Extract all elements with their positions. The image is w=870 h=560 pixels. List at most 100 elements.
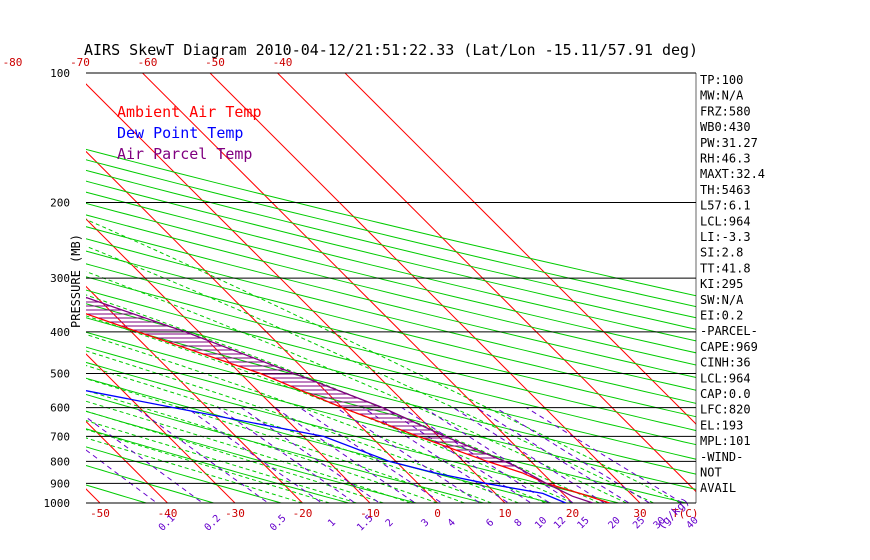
index-value: AVAIL bbox=[700, 481, 736, 495]
mixing-ratio-tick-label: 0.2 bbox=[203, 513, 224, 534]
index-value: CINH:36 bbox=[700, 356, 751, 370]
legend: Ambient Air Temp Dew Point Temp Air Parcel… bbox=[117, 103, 262, 163]
dry-adiabat-line bbox=[86, 276, 696, 432]
index-value: L57:6.1 bbox=[700, 199, 751, 213]
bottom-temp-tick-label: 20 bbox=[566, 507, 579, 520]
index-value: -WIND- bbox=[700, 450, 743, 464]
series-line-dew-point-temp bbox=[86, 390, 567, 503]
isotherm-line bbox=[86, 420, 169, 503]
cape-hatch-layer bbox=[86, 297, 516, 467]
legend-label: Ambient Air Temp bbox=[117, 103, 262, 121]
mixing-ratio-line bbox=[335, 407, 482, 503]
pressure-tick-label: 500 bbox=[50, 368, 70, 381]
isotherm-line bbox=[86, 353, 236, 503]
mixing-ratio-tick-label: 10 bbox=[533, 515, 549, 531]
isotherm-line bbox=[86, 83, 506, 503]
legend-label: Air Parcel Temp bbox=[117, 145, 252, 163]
pressure-tick-label: 400 bbox=[50, 326, 70, 339]
mixing-ratio-line bbox=[362, 407, 510, 503]
isotherm-line bbox=[142, 73, 574, 503]
pressure-tick-label: 700 bbox=[50, 430, 70, 443]
dry-adiabat-line bbox=[86, 410, 419, 503]
dry-adiabat-line bbox=[86, 428, 351, 503]
mixing-ratio-tick-label: 8 bbox=[513, 517, 525, 529]
mixing-ratio-line bbox=[186, 407, 323, 503]
moist-adiabat-line bbox=[86, 271, 627, 503]
chart-title: AIRS SkewT Diagram 2010-04-12/21:51:22.3… bbox=[84, 41, 698, 59]
bottom-temp-tick-label: -50 bbox=[90, 507, 110, 520]
moist-adiabat-line bbox=[86, 378, 465, 503]
mixing-ratio-line bbox=[475, 407, 630, 503]
index-value: MPL:101 bbox=[700, 434, 751, 448]
mixing-ratio-line bbox=[452, 407, 606, 503]
dry-adiabat-line bbox=[86, 263, 696, 418]
index-value: CAP:0.0 bbox=[700, 387, 751, 401]
index-value: MAXT:32.4 bbox=[700, 167, 765, 181]
dry-adiabat-line bbox=[86, 238, 696, 391]
mixing-ratio-line bbox=[299, 407, 443, 503]
dry-adiabat-line bbox=[86, 250, 696, 404]
index-value: EI:0.2 bbox=[700, 309, 743, 323]
dry-adiabat-line bbox=[86, 377, 554, 503]
index-value: TT:41.8 bbox=[700, 261, 751, 275]
x-unit-label: T(C) bbox=[672, 507, 699, 520]
dry-adiabat-line bbox=[86, 202, 696, 354]
dry-adiabat-line bbox=[86, 169, 696, 319]
mixing-ratio-tick-label: 20 bbox=[606, 515, 622, 531]
pressure-tick-label: 800 bbox=[50, 455, 70, 468]
dry-adiabat-line bbox=[86, 148, 696, 297]
bottom-temp-tick-label: 10 bbox=[498, 507, 511, 520]
pressure-tick-label: 1000 bbox=[44, 497, 71, 510]
bottom-temp-tick-label: -40 bbox=[158, 507, 178, 520]
bottom-temp-tick-label: -10 bbox=[360, 507, 380, 520]
top-temp-tick-label: -60 bbox=[138, 56, 158, 69]
index-value: KI:295 bbox=[700, 277, 743, 291]
mixing-ratio-line bbox=[401, 407, 551, 503]
moist-adiabat-line bbox=[86, 437, 303, 503]
pressure-tick-label: 300 bbox=[50, 272, 70, 285]
index-value: LFC:820 bbox=[700, 403, 751, 417]
index-value: WB0:430 bbox=[700, 120, 751, 134]
top-temp-tick-label: -70 bbox=[70, 56, 90, 69]
isotherm-line bbox=[86, 150, 439, 503]
y-axis-label: PRESSURE (MB) bbox=[69, 234, 83, 328]
dry-adiabat-line bbox=[86, 317, 696, 475]
isotherm-line bbox=[86, 285, 304, 503]
dry-adiabat-line bbox=[86, 446, 284, 503]
dry-adiabat-line bbox=[86, 393, 486, 503]
mixing-ratio-tick-label: 1 bbox=[326, 517, 338, 529]
bottom-temp-tick-label: 30 bbox=[633, 507, 646, 520]
mixing-ratio-tick-label: 6 bbox=[484, 517, 496, 529]
index-value: EL:193 bbox=[700, 418, 743, 432]
mixing-ratio-tick-label: 2 bbox=[384, 517, 396, 529]
mixing-ratio-line bbox=[86, 449, 158, 503]
index-value: SW:N/A bbox=[700, 293, 744, 307]
isotherm-line bbox=[344, 73, 696, 425]
dry-adiabat-line bbox=[86, 180, 696, 330]
mixing-ratio-line bbox=[240, 407, 381, 503]
dry-adiabat-line bbox=[86, 289, 696, 446]
index-value: NOT bbox=[700, 466, 722, 480]
index-value: -PARCEL- bbox=[700, 324, 758, 338]
pressure-tick-label: 100 bbox=[50, 67, 70, 80]
moist-adiabat-line bbox=[86, 428, 330, 503]
bottom-temp-tick-label: -20 bbox=[293, 507, 313, 520]
index-value: LCL:964 bbox=[700, 214, 751, 228]
dry-adiabat-line bbox=[86, 214, 696, 366]
dry-adiabat-line bbox=[86, 346, 689, 503]
index-value: LI:-3.3 bbox=[700, 230, 751, 244]
mixing-ratio-line bbox=[383, 407, 532, 503]
series-line-ambient-air-temp bbox=[86, 313, 610, 503]
mixing-ratio-line bbox=[86, 416, 204, 503]
index-value: FRZ:580 bbox=[700, 104, 751, 118]
isotherm-line bbox=[277, 73, 696, 493]
index-value: MW:N/A bbox=[700, 89, 744, 103]
series-line-air-parcel-temp bbox=[86, 296, 594, 503]
mixing-ratio-tick-label: 0.5 bbox=[268, 513, 289, 534]
top-temp-tick-label: -40 bbox=[273, 56, 293, 69]
pressure-tick-label: 200 bbox=[50, 196, 70, 209]
mixing-ratio-tick-label: 4 bbox=[446, 517, 458, 529]
index-value: TP:100 bbox=[700, 73, 743, 87]
